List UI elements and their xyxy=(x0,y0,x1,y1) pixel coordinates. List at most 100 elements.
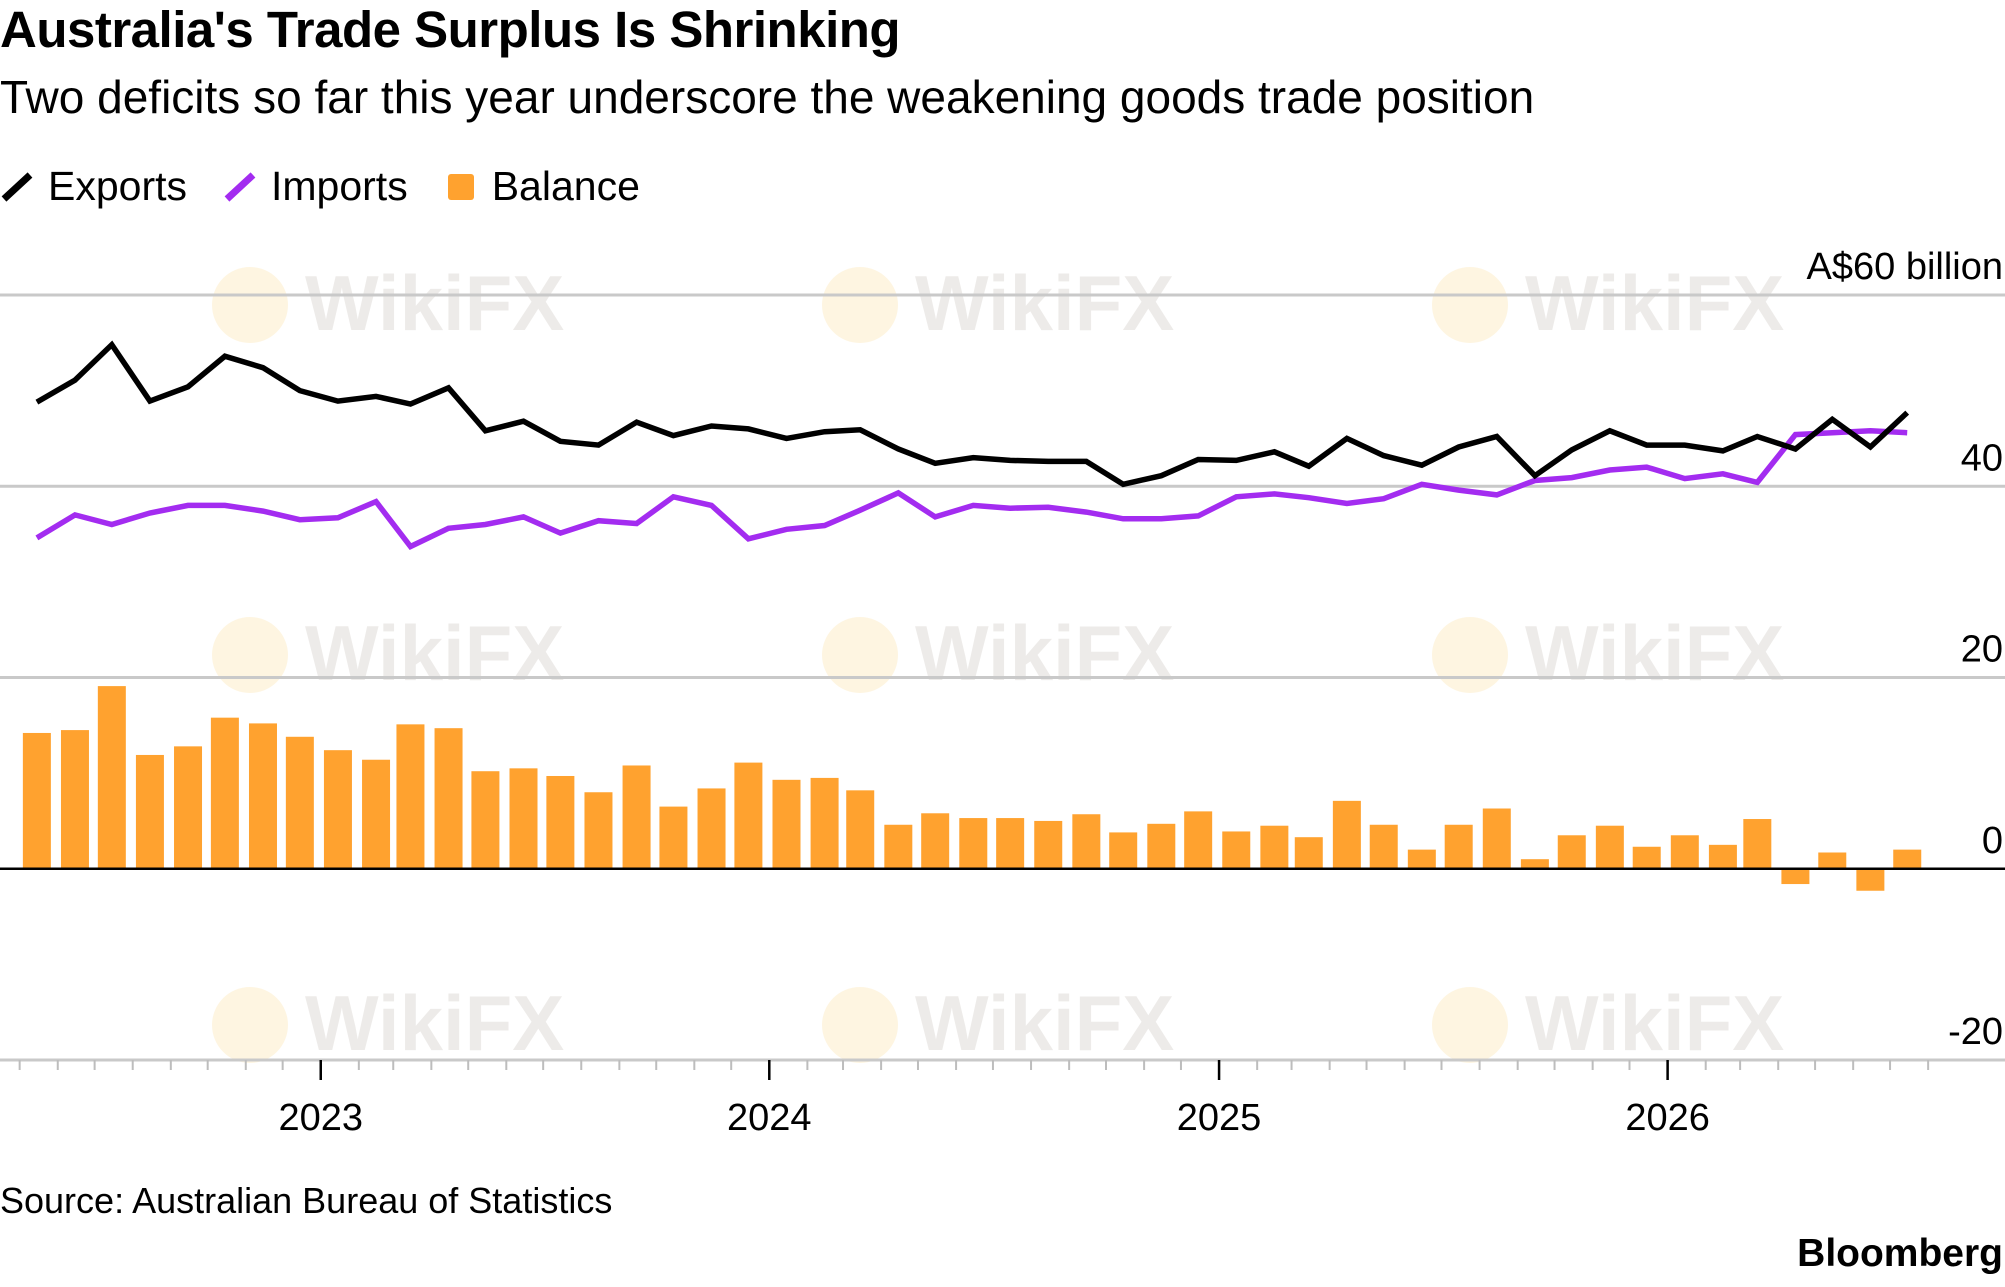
balance-bar xyxy=(174,746,203,869)
balance-bar xyxy=(471,771,500,869)
watermark-logo-icon xyxy=(822,267,898,343)
watermark-text: WikiFX xyxy=(1525,259,1784,347)
watermark-logo-icon xyxy=(1432,987,1508,1063)
x-tick-label: 2025 xyxy=(1177,1097,1262,1139)
watermark-text: WikiFX xyxy=(305,979,564,1067)
watermark-logo-icon xyxy=(212,617,288,693)
x-tick-label: 2026 xyxy=(1625,1097,1710,1139)
series-line-exports xyxy=(35,340,1910,488)
balance-bar xyxy=(1072,814,1101,869)
x-axis: 2023 2024 2025 2026 xyxy=(18,1060,1930,1139)
balance-bar xyxy=(622,765,651,869)
y-tick-label: 20 xyxy=(1961,629,2003,671)
series-lines xyxy=(35,340,1910,550)
balance-bar xyxy=(1332,800,1361,869)
legend: Exports Imports Balance xyxy=(0,160,676,212)
watermark-text: WikiFX xyxy=(305,609,564,697)
brand-logo: Bloomberg xyxy=(1797,1232,2003,1275)
balance-bar xyxy=(1184,811,1213,869)
balance-bar xyxy=(659,806,688,869)
x-tick-label: 2023 xyxy=(278,1097,363,1139)
balance-bar xyxy=(1893,849,1922,869)
watermark-text: WikiFX xyxy=(915,609,1174,697)
balance-bar xyxy=(1407,849,1436,869)
balance-bar xyxy=(1260,825,1289,869)
balance-bar xyxy=(1147,823,1176,869)
series-line-imports xyxy=(35,428,1908,550)
legend-label-balance: Balance xyxy=(491,162,640,209)
balance-bars xyxy=(22,686,1922,891)
balance-bar xyxy=(135,754,164,869)
balance-bar xyxy=(921,813,950,869)
line-swatch-icon xyxy=(1,172,33,202)
balance-bar xyxy=(884,824,913,869)
y-tick-label: A$60 billion xyxy=(1807,246,2003,288)
balance-bar xyxy=(285,736,314,869)
balance-bar xyxy=(772,779,801,869)
watermark-logo-icon xyxy=(1432,267,1508,343)
balance-bar xyxy=(1595,825,1624,869)
balance-bar xyxy=(210,717,239,869)
balance-bar xyxy=(734,762,763,869)
watermark-text: WikiFX xyxy=(1525,609,1784,697)
balance-bar xyxy=(1109,832,1138,869)
balance-bar xyxy=(323,750,352,869)
y-axis: A$60 billion 40 20 0 -20 xyxy=(1807,246,2003,1053)
legend-label-exports: Exports xyxy=(48,162,187,209)
y-tick-label: -20 xyxy=(1948,1011,2003,1053)
balance-bar xyxy=(1294,837,1323,869)
balance-bar xyxy=(434,728,463,869)
y-tick-label: 0 xyxy=(1982,820,2003,862)
balance-bar xyxy=(1444,824,1473,869)
watermark-logo-icon xyxy=(1432,617,1508,693)
watermark-logo-icon xyxy=(212,987,288,1063)
watermark-text: WikiFX xyxy=(1525,979,1784,1067)
balance-bar xyxy=(1856,868,1885,891)
balance-bar xyxy=(959,818,988,869)
watermark-logo-icon xyxy=(822,987,898,1063)
balance-bar xyxy=(1222,831,1251,869)
balance-bar xyxy=(1482,808,1511,869)
chart-title: Australia's Trade Surplus Is Shrinking xyxy=(0,1,901,58)
watermark-logo-icon xyxy=(822,617,898,693)
balance-bar xyxy=(1520,859,1549,869)
watermark-text: WikiFX xyxy=(915,979,1174,1067)
legend-item-balance: Balance xyxy=(444,163,640,210)
chart-subtitle: Two deficits so far this year underscore… xyxy=(0,71,1535,123)
balance-bar xyxy=(810,777,839,869)
watermark-text: WikiFX xyxy=(305,259,564,347)
line-swatch-icon xyxy=(224,172,256,202)
balance-bar xyxy=(60,730,89,869)
balance-bar xyxy=(1034,820,1063,869)
balance-bar xyxy=(22,732,51,869)
legend-item-imports: Imports xyxy=(223,163,408,210)
balance-bar xyxy=(546,775,575,869)
balance-bar xyxy=(509,768,538,869)
balance-bar xyxy=(396,724,425,869)
watermark-layer: WikiFX WikiFX WikiFX WikiFX WikiFX WikiFX Wiki… xyxy=(212,259,1784,1067)
balance-bar xyxy=(362,759,391,869)
balance-bar xyxy=(1632,846,1661,869)
balance-bar xyxy=(1818,852,1847,869)
watermark-text: WikiFX xyxy=(915,259,1174,347)
balance-bar xyxy=(1557,835,1586,869)
balance-bar xyxy=(1708,844,1737,869)
gridlines xyxy=(0,293,2005,1062)
balance-bar xyxy=(697,788,726,869)
balance-bar xyxy=(1670,835,1699,869)
balance-bar xyxy=(584,792,613,869)
square-swatch-icon xyxy=(447,174,474,200)
balance-bar xyxy=(1369,824,1398,869)
balance-bar xyxy=(846,790,875,869)
balance-bar xyxy=(1781,868,1810,885)
y-tick-label: 40 xyxy=(1961,437,2003,479)
balance-bar xyxy=(248,723,277,869)
balance-bar xyxy=(996,818,1025,869)
watermark-logo-icon xyxy=(212,267,288,343)
balance-bar xyxy=(1743,819,1772,869)
balance-bar xyxy=(97,686,126,869)
legend-label-imports: Imports xyxy=(271,162,408,209)
source-note: Source: Australian Bureau of Statistics xyxy=(0,1180,613,1221)
legend-item-exports: Exports xyxy=(0,163,187,210)
